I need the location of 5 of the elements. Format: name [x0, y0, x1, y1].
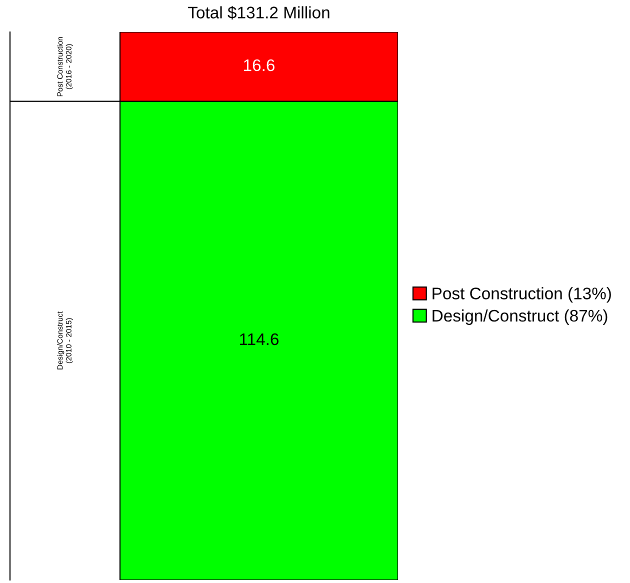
chart-title: Total $131.2 Million — [188, 6, 330, 20]
data-label: 114.6 — [240, 333, 279, 346]
legend-label: Post Construction (13%) — [432, 287, 611, 303]
data-label: 16.6 — [244, 59, 274, 72]
legend-label: Design/Construct (87%) — [432, 309, 608, 325]
